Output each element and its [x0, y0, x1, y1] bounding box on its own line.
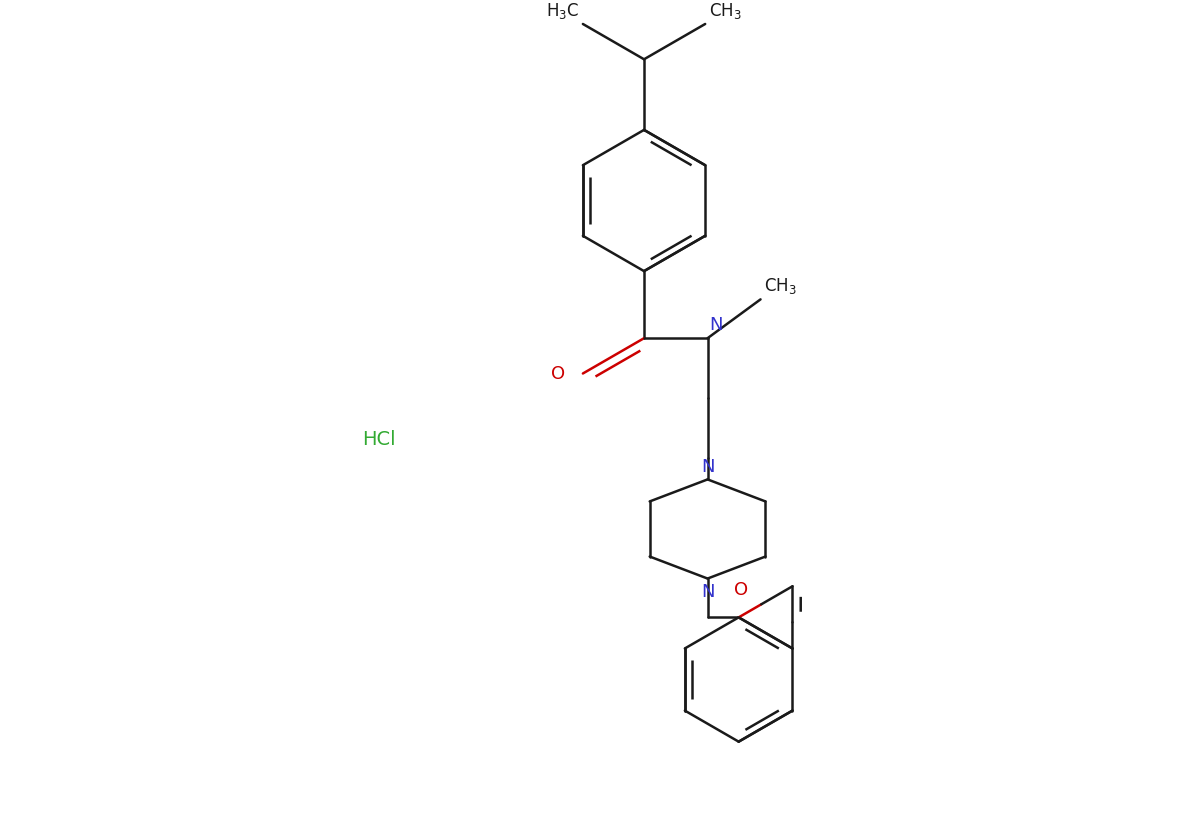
Text: O: O: [551, 365, 565, 383]
Text: $\mathsf{CH_3}$: $\mathsf{CH_3}$: [709, 1, 741, 21]
Text: $\mathsf{CH_3}$: $\mathsf{CH_3}$: [764, 276, 797, 296]
Text: N: N: [709, 316, 724, 334]
Text: O: O: [734, 581, 749, 599]
Text: $\mathsf{H_3C}$: $\mathsf{H_3C}$: [546, 1, 580, 21]
Text: HCl: HCl: [363, 430, 396, 449]
Text: N: N: [701, 583, 714, 601]
Text: N: N: [701, 458, 714, 476]
